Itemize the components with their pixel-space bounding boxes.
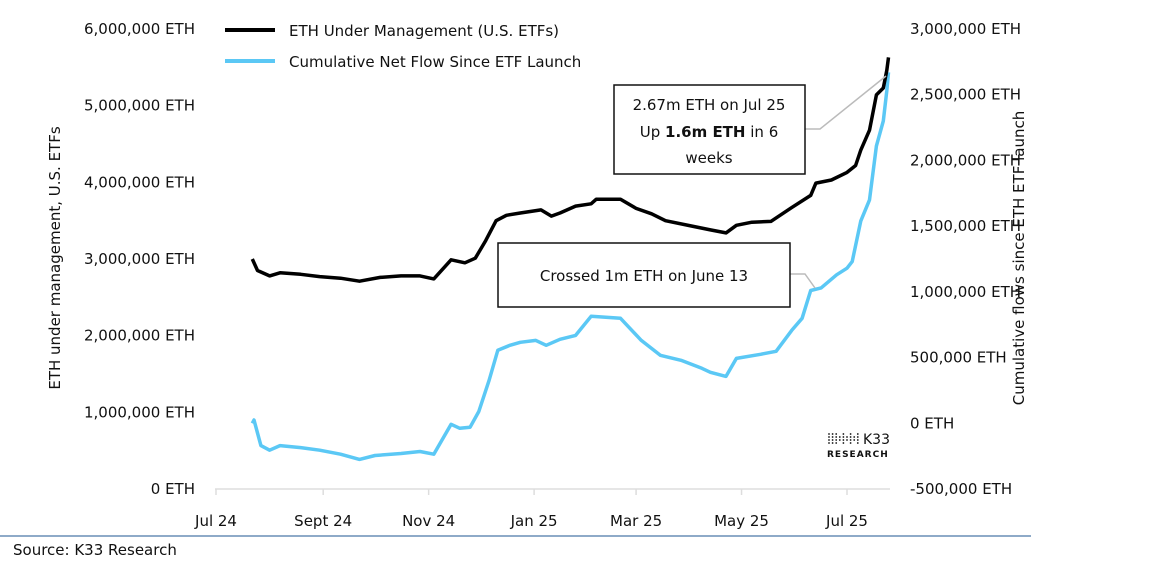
annotation-flow-connector <box>790 273 816 289</box>
logo-dot <box>831 433 834 435</box>
y-left-tick-label: 0 ETH <box>151 480 195 498</box>
x-tick-label: Jul 24 <box>194 512 237 530</box>
annotation-aum-line2: Up 1.6m ETH in 6 <box>640 123 779 141</box>
logo-dot <box>831 436 834 438</box>
x-tick-label: Nov 24 <box>402 512 455 530</box>
logo-dot <box>856 439 859 441</box>
y-right-tick-label: 1,000,000 ETH <box>910 283 1021 301</box>
y-right-tick-label: -500,000 ETH <box>910 480 1012 498</box>
y-axis-right-label: Cumulative flows since ETH ETF launch <box>1010 111 1028 405</box>
y-right-tick-label: 0 ETH <box>910 414 954 432</box>
logo-dot <box>849 439 852 441</box>
logo-dot <box>828 436 830 438</box>
logo-dot <box>842 436 845 438</box>
x-tick-label: May 25 <box>714 512 769 530</box>
logo-dot <box>856 436 859 438</box>
logo-dot <box>835 433 838 435</box>
logo-dot <box>846 439 848 441</box>
logo-dot <box>828 439 830 441</box>
annotation-aum: 2.67m ETH on Jul 25 Up 1.6m ETH in 6 wee… <box>613 75 887 175</box>
logo-dot <box>856 442 859 444</box>
annotation-aum-line1: 2.67m ETH on Jul 25 <box>633 96 786 114</box>
x-tick-label: Mar 25 <box>610 512 662 530</box>
logo-dot <box>831 442 834 444</box>
logo-dot <box>842 442 845 444</box>
y-right-tick-label: 500,000 ETH <box>910 349 1007 367</box>
y-left-tick-label: 5,000,000 ETH <box>84 97 195 115</box>
logo-dot <box>849 436 852 438</box>
series-line-cumulative-flow <box>250 72 891 462</box>
y-right-tick-label: 3,000,000 ETH <box>910 20 1021 38</box>
y-left-tick-label: 6,000,000 ETH <box>84 20 195 38</box>
logo-dot <box>838 439 841 441</box>
y-axis-left-label: ETH under management, U.S. ETFs <box>46 126 64 389</box>
logo-dot <box>842 439 845 441</box>
logo-dot <box>828 433 830 435</box>
k33-logo: K33 RESEARCH <box>827 432 890 460</box>
legend-label-aum: ETH Under Management (U.S. ETFs) <box>289 22 559 40</box>
annotation-flow-text: Crossed 1m ETH on June 13 <box>540 267 748 285</box>
x-tick-label: Jan 25 <box>510 512 558 530</box>
annotation-flow: Crossed 1m ETH on June 13 <box>497 242 816 308</box>
series-lines <box>250 57 891 462</box>
annotation-aum-connector <box>805 75 887 130</box>
annotation-aum-box <box>613 84 806 175</box>
logo-dot <box>838 436 841 438</box>
logo-k33: K33 <box>863 432 890 448</box>
logo-dot <box>828 442 830 444</box>
logo-dot <box>835 436 838 438</box>
logo-dot <box>846 436 848 438</box>
legend-label-flow: Cumulative Net Flow Since ETF Launch <box>289 53 581 71</box>
series-line-aum <box>250 57 891 283</box>
y-right-tick-label: 1,500,000 ETH <box>910 217 1021 235</box>
y-left-tick-label: 4,000,000 ETH <box>84 173 195 191</box>
legend: ETH Under Management (U.S. ETFs) Cumulat… <box>225 22 581 71</box>
source-note: Source: K33 Research <box>13 541 177 559</box>
x-tick-label: Jul 25 <box>825 512 868 530</box>
logo-dot <box>835 439 838 441</box>
logo-research: RESEARCH <box>827 450 889 460</box>
y-right-tick-label: 2,500,000 ETH <box>910 86 1021 104</box>
logo-dot <box>835 442 838 444</box>
annotation-flow-box <box>497 242 791 308</box>
logo-dot <box>853 439 856 441</box>
y-left-tick-label: 2,000,000 ETH <box>84 327 195 345</box>
axes: Jul 24 Sept 24 Nov 24 Jan 25 Mar 25 May 25 Jul… <box>84 20 1021 530</box>
logo-dots-icon <box>828 433 859 444</box>
logo-dot <box>849 433 852 435</box>
logo-dot <box>842 433 845 435</box>
annotation-aum-line3: weeks <box>685 149 732 167</box>
logo-dot <box>853 436 856 438</box>
y-right-tick-label: 2,000,000 ETH <box>910 151 1021 169</box>
logo-dot <box>856 433 859 435</box>
x-tick-label: Sept 24 <box>294 512 352 530</box>
logo-dot <box>849 442 852 444</box>
logo-dot <box>831 439 834 441</box>
y-left-tick-label: 1,000,000 ETH <box>84 403 195 421</box>
y-left-tick-label: 3,000,000 ETH <box>84 250 195 268</box>
